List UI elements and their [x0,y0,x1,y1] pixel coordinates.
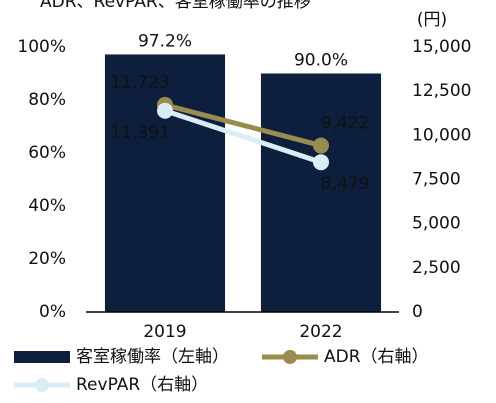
y-tick-label: 20% [28,249,66,269]
y2-tick-label: 15,000 [412,37,471,57]
y-tick-label: 100% [17,37,66,57]
legend-swatch [283,350,297,364]
data-label: 11,723 [110,73,169,93]
y2-tick-label: 10,000 [412,125,471,145]
y-tick-label: 40% [28,196,66,216]
bar [104,54,226,313]
point [313,137,329,154]
legend-label: ADR（右軸） [324,347,429,367]
data-label: 9,422 [321,114,370,134]
line [164,108,322,165]
x-tick-label: 2022 [299,322,342,342]
line [164,102,322,148]
y-tick-label: 80% [28,90,66,110]
y2-tick-label: 12,500 [412,81,471,101]
y2-unit: (円) [417,10,447,30]
y-tick-label: 0% [39,302,66,322]
point [313,154,329,171]
data-label: 11,391 [110,123,169,143]
y2-tick-label: 2,500 [412,258,461,278]
bar [260,73,382,312]
y-tick-label: 60% [28,143,66,163]
legend-swatch [35,378,49,392]
y2-tick-label: 5,000 [412,214,461,234]
data-label: 97.2% [138,31,192,51]
legend-label: RevPAR（右軸） [76,375,208,395]
data-label: 8,479 [321,174,370,194]
point [157,102,173,119]
y2-tick-label: 0 [412,302,423,322]
legend-label: 客室稼働率（左軸） [76,347,229,367]
legend-swatch [14,351,70,363]
data-label: 90.0% [294,51,348,71]
x-tick-label: 2019 [143,322,186,342]
y2-tick-label: 7,500 [412,170,461,190]
chart-title: ADR、RevPAR、客室稼働率の推移 [40,0,311,12]
